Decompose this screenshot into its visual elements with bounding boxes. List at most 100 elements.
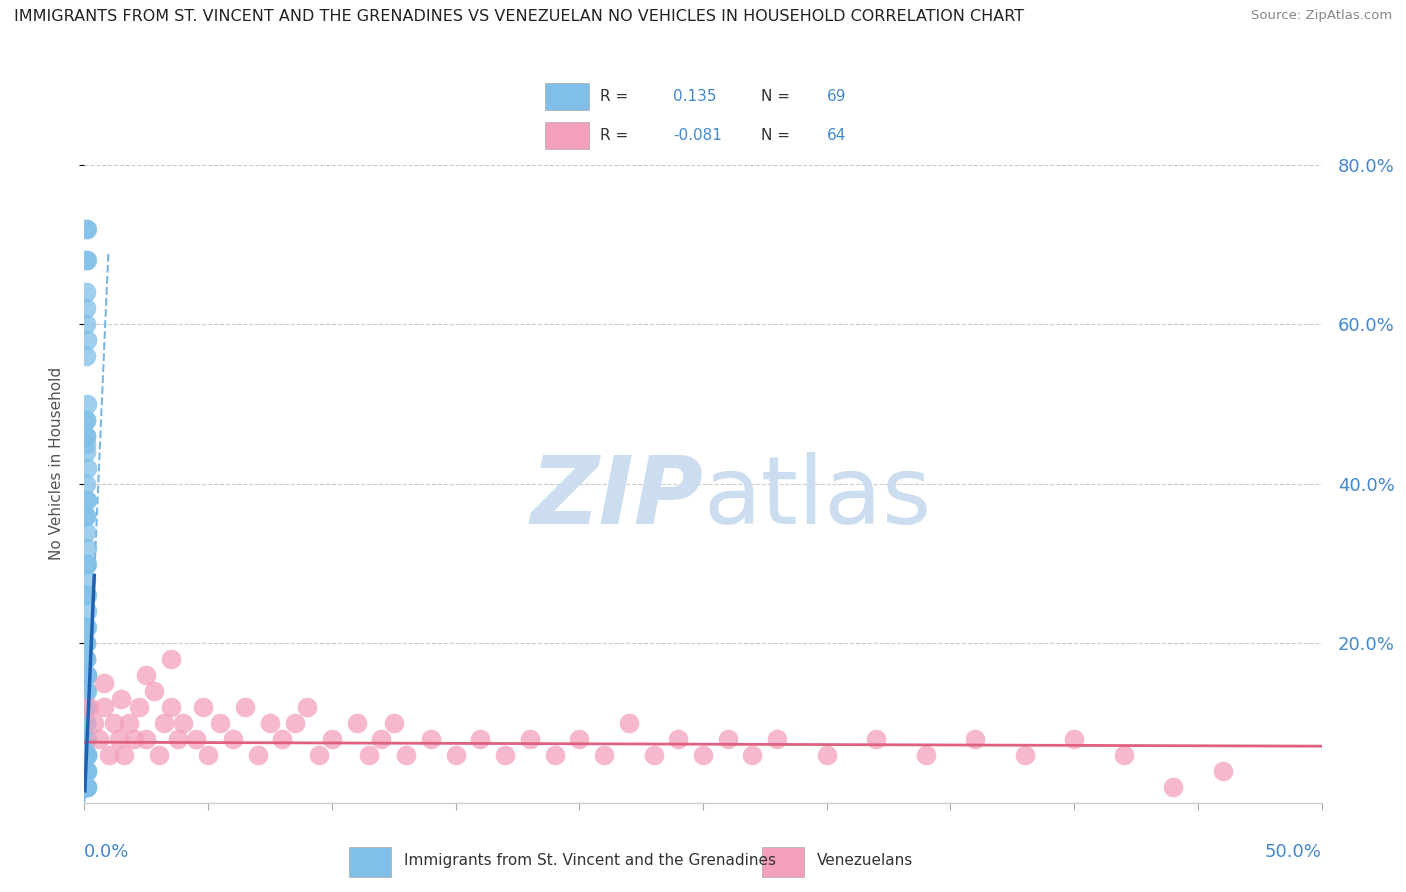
Point: [284, 716, 307, 731]
Point: [118, 716, 141, 731]
Point: [75, 731, 97, 746]
Point: [83, 716, 105, 731]
Point: [914, 747, 936, 762]
Point: [75, 764, 97, 778]
Point: [197, 747, 219, 762]
Point: [152, 716, 174, 731]
Point: [75, 318, 97, 332]
Point: [75, 429, 97, 443]
Point: [75, 589, 97, 603]
Point: [75, 764, 97, 778]
Point: [692, 747, 714, 762]
Point: [76, 620, 98, 634]
Point: [617, 716, 640, 731]
FancyBboxPatch shape: [762, 847, 804, 877]
Point: [112, 747, 135, 762]
Point: [110, 692, 132, 706]
Point: [93, 676, 115, 690]
Point: [295, 700, 318, 714]
Point: [321, 731, 343, 746]
Text: R =: R =: [600, 128, 628, 143]
Point: [89, 731, 111, 746]
Text: -0.081: -0.081: [673, 128, 723, 143]
Point: [75, 764, 97, 778]
Point: [666, 731, 689, 746]
Point: [519, 731, 541, 746]
FancyBboxPatch shape: [546, 122, 589, 149]
Point: [75, 780, 97, 794]
Point: [75, 780, 97, 794]
Point: [76, 604, 98, 618]
Point: [1212, 764, 1234, 778]
Text: IMMIGRANTS FROM ST. VINCENT AND THE GRENADINES VS VENEZUELAN NO VEHICLES IN HOUS: IMMIGRANTS FROM ST. VINCENT AND THE GREN…: [14, 9, 1024, 24]
Point: [965, 731, 987, 746]
Point: [128, 700, 150, 714]
Point: [346, 716, 368, 731]
Point: [142, 684, 165, 698]
Point: [382, 716, 405, 731]
Text: R =: R =: [600, 89, 628, 103]
Point: [184, 731, 207, 746]
Point: [75, 636, 97, 650]
Point: [75, 524, 97, 539]
Point: [75, 492, 97, 507]
Text: 69: 69: [827, 89, 846, 103]
Point: [148, 747, 170, 762]
Point: [271, 731, 294, 746]
Point: [470, 731, 492, 746]
Text: 0.135: 0.135: [673, 89, 717, 103]
Point: [209, 716, 232, 731]
Point: [395, 747, 418, 762]
Point: [75, 700, 97, 714]
Text: ZIP: ZIP: [530, 451, 703, 544]
Point: [76, 764, 98, 778]
Point: [167, 731, 190, 746]
Text: Source: ZipAtlas.com: Source: ZipAtlas.com: [1251, 9, 1392, 22]
Point: [75, 557, 97, 571]
Point: [79, 700, 101, 714]
Y-axis label: No Vehicles in Household: No Vehicles in Household: [49, 368, 63, 560]
Point: [75, 716, 97, 731]
Point: [75, 413, 97, 427]
Point: [75, 221, 97, 235]
Point: [76, 333, 98, 347]
Point: [75, 476, 97, 491]
Text: N =: N =: [761, 89, 790, 103]
Point: [76, 731, 98, 746]
Point: [76, 764, 98, 778]
Text: atlas: atlas: [703, 451, 931, 544]
Point: [643, 747, 665, 762]
Point: [370, 731, 392, 746]
Point: [357, 747, 380, 762]
Point: [75, 764, 97, 778]
Point: [717, 731, 740, 746]
Point: [419, 731, 441, 746]
Point: [75, 668, 97, 682]
Point: [135, 731, 157, 746]
Point: [160, 652, 183, 666]
Point: [76, 747, 98, 762]
Point: [75, 429, 97, 443]
Point: [76, 747, 98, 762]
Point: [98, 747, 121, 762]
Point: [76, 492, 98, 507]
Point: [233, 700, 256, 714]
Text: 50.0%: 50.0%: [1265, 844, 1322, 862]
Point: [75, 620, 97, 634]
Point: [75, 716, 97, 731]
Point: [76, 557, 98, 571]
Text: 64: 64: [827, 128, 846, 143]
Point: [103, 716, 125, 731]
Point: [308, 747, 330, 762]
Point: [75, 716, 97, 731]
Point: [75, 780, 97, 794]
Point: [76, 460, 98, 475]
Point: [593, 747, 616, 762]
Text: 0.0%: 0.0%: [84, 844, 129, 862]
Point: [76, 780, 98, 794]
Point: [543, 747, 565, 762]
Point: [75, 652, 97, 666]
Point: [75, 573, 97, 587]
Point: [93, 700, 115, 714]
Point: [1063, 731, 1085, 746]
